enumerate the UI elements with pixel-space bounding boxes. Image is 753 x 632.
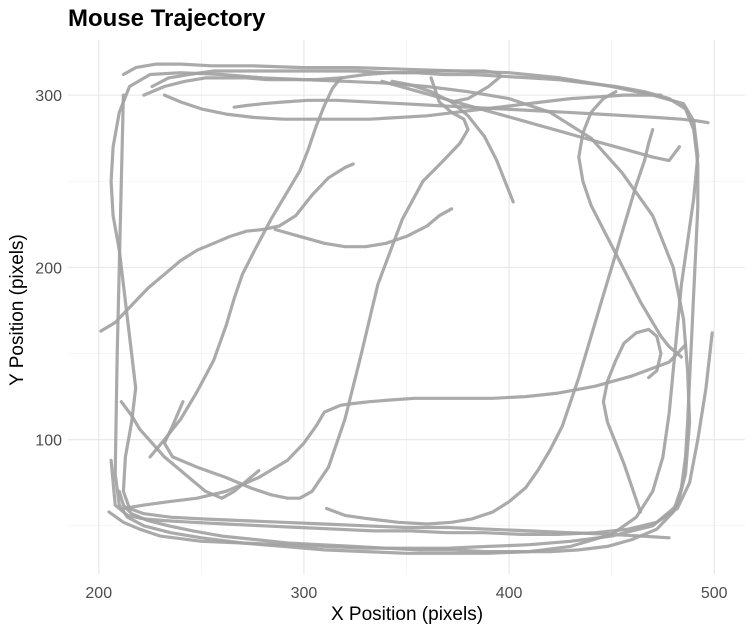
trajectory-line-13 <box>324 128 655 526</box>
x-tick-labels: 200 300 400 500 <box>85 585 727 602</box>
trajectory-line-18 <box>273 207 454 249</box>
y-axis-label: Y Position (pixels) <box>7 234 28 386</box>
trajectory-line-4 <box>109 331 714 536</box>
trajectory-line-12 <box>380 79 681 163</box>
y-tick-label: 300 <box>35 88 62 105</box>
trajectory-line-16 <box>601 327 663 514</box>
trajectory-line-2 <box>113 62 700 555</box>
x-axis-label: X Position (pixels) <box>331 604 483 625</box>
trajectory-series <box>99 62 714 555</box>
trajectory-line-10 <box>119 400 261 500</box>
y-tick-label: 200 <box>35 260 62 277</box>
trajectory-line-6 <box>121 343 688 511</box>
x-tick-label: 500 <box>701 585 728 602</box>
trajectory-line-5 <box>142 69 503 104</box>
chart-title: Mouse Trajectory <box>68 5 266 32</box>
trajectory-line-11 <box>232 98 710 125</box>
trajectory-line-3 <box>117 69 700 554</box>
trajectory-line-15 <box>162 93 663 121</box>
trajectory-line-14 <box>577 90 683 359</box>
trajectory-line-8 <box>162 76 470 500</box>
x-tick-label: 300 <box>291 585 318 602</box>
x-tick-label: 200 <box>85 585 112 602</box>
y-tick-label: 100 <box>35 433 62 450</box>
trajectory-line-17 <box>390 79 515 204</box>
trajectory-line-7 <box>99 162 355 333</box>
y-tick-labels: 100 200 300 <box>35 88 62 450</box>
x-tick-label: 400 <box>496 585 523 602</box>
